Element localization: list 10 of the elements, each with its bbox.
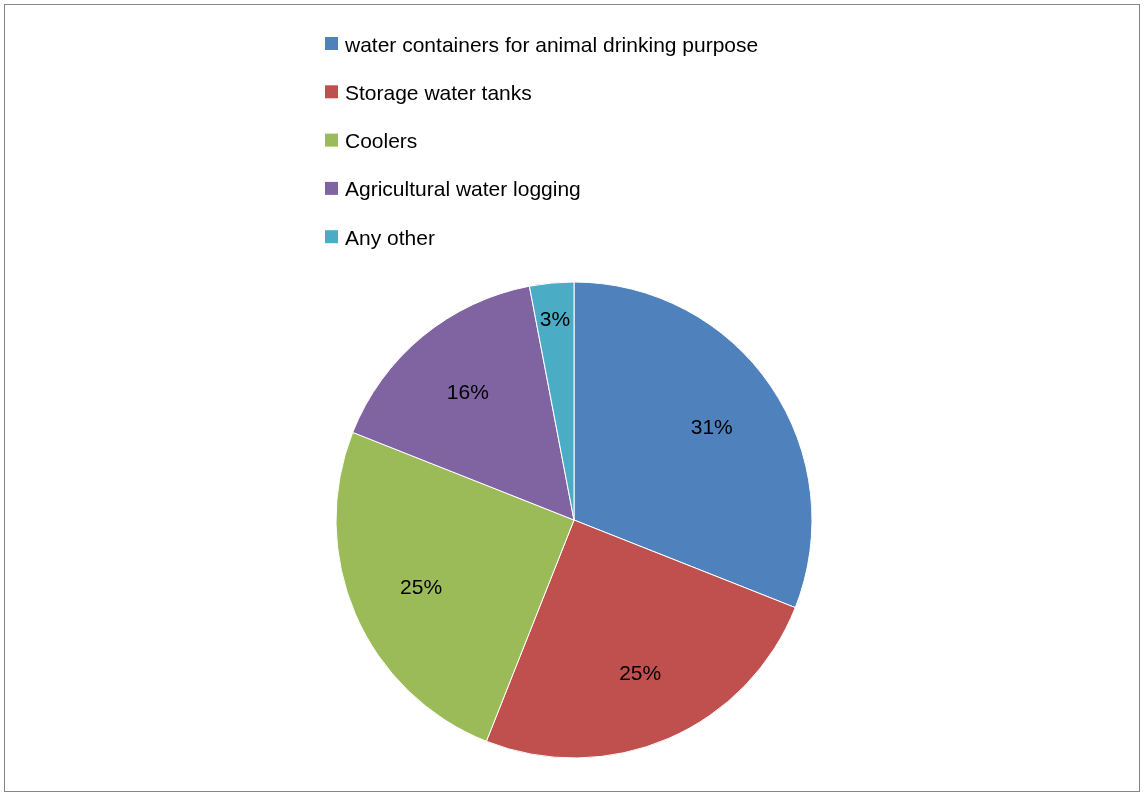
data-label: 31% xyxy=(690,414,733,438)
data-label: 25% xyxy=(619,661,662,685)
legend-label: Any other xyxy=(345,225,435,249)
legend-label: Storage water tanks xyxy=(345,80,532,104)
legend-label: water containers for animal drinking purpose xyxy=(344,32,759,56)
legend-label: Agricultural water logging xyxy=(345,177,581,201)
legend-label: Coolers xyxy=(345,129,418,153)
data-label: 3% xyxy=(539,307,571,331)
data-label: 16% xyxy=(446,380,489,404)
data-label: 25% xyxy=(400,574,443,598)
